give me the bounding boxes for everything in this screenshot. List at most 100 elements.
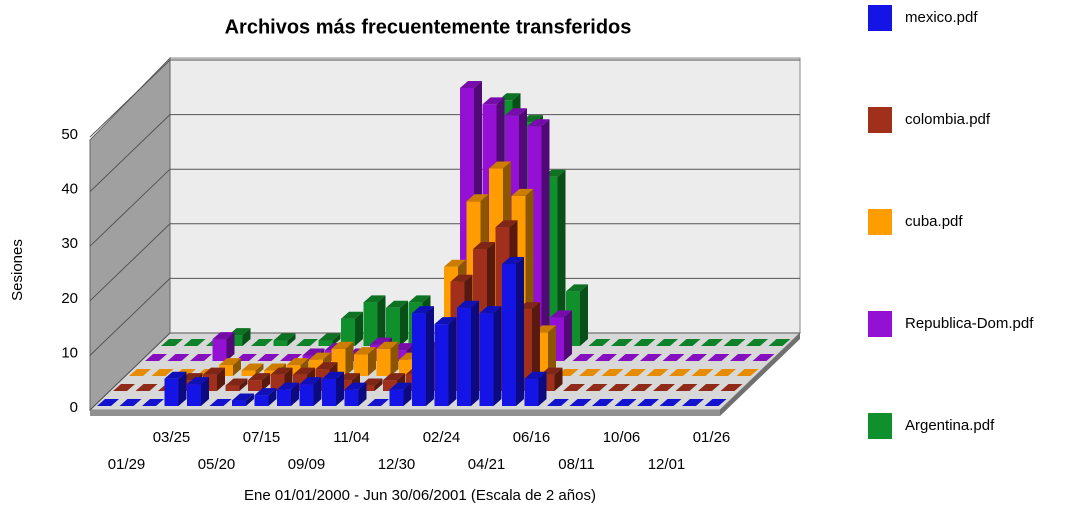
- bar-top: [678, 339, 701, 346]
- bar-top: [254, 388, 277, 396]
- bar-top: [367, 399, 389, 406]
- bar-top: [135, 384, 158, 391]
- bar: [376, 348, 391, 376]
- bar-top: [248, 373, 270, 381]
- bar-top: [296, 339, 318, 346]
- bar-top: [315, 362, 338, 370]
- bar-top: [408, 295, 431, 303]
- bar: [363, 302, 378, 346]
- bar: [389, 389, 404, 406]
- bar-top: [457, 300, 479, 308]
- bar-top: [656, 339, 678, 346]
- x-tick-label: 12/30: [378, 456, 416, 473]
- bar-top: [617, 354, 640, 361]
- bar-top: [354, 347, 376, 355]
- bar-top: [190, 354, 212, 361]
- bar: [228, 335, 243, 346]
- bar-side: [368, 347, 376, 376]
- bar-side: [355, 311, 363, 346]
- bar-top: [646, 369, 669, 376]
- bar: [360, 385, 375, 391]
- bar-side: [246, 393, 254, 406]
- bar: [434, 324, 449, 406]
- bar-top: [302, 348, 325, 356]
- bar-top: [203, 367, 225, 375]
- bar-top: [167, 354, 190, 361]
- bar-side: [336, 371, 344, 406]
- bar-top: [482, 97, 505, 105]
- legend-label: colombia.pdf: [905, 111, 991, 128]
- grid-line: [89, 277, 800, 356]
- bar-side: [178, 371, 187, 406]
- bar: [457, 307, 471, 406]
- y-tick-label: 50: [61, 126, 78, 143]
- bar-top: [572, 354, 595, 361]
- bar-side: [332, 333, 341, 346]
- bar-top: [675, 384, 698, 391]
- bar-top: [698, 384, 720, 391]
- x-tick-label: 01/26: [693, 429, 731, 446]
- bar-top: [714, 369, 736, 376]
- x-tick-label: 02/24: [423, 429, 461, 446]
- bar-top: [633, 339, 656, 346]
- bar: [383, 380, 397, 391]
- grid-line: [89, 114, 800, 192]
- bar: [322, 378, 336, 406]
- y-tick-label: 30: [61, 235, 78, 252]
- bar-top: [662, 354, 685, 361]
- grid-line: [89, 59, 800, 138]
- bar: [219, 365, 233, 376]
- bar-top: [270, 367, 293, 375]
- x-tick-label: 09/09: [288, 456, 326, 473]
- bar-top: [653, 384, 675, 391]
- bar-top: [363, 295, 386, 303]
- bar-top: [563, 384, 585, 391]
- bar: [479, 313, 494, 406]
- bar-side: [426, 306, 434, 406]
- bar-top: [640, 354, 662, 361]
- bar-top: [569, 399, 592, 406]
- x-tick-label: 01/29: [108, 456, 146, 473]
- bar-top: [370, 337, 392, 345]
- bar-top: [585, 384, 608, 391]
- bar-top: [164, 371, 187, 379]
- bar: [225, 385, 240, 391]
- bar-top: [280, 354, 302, 361]
- x-tick-label: 10/06: [603, 429, 641, 446]
- bar-top: [331, 341, 354, 349]
- bar-top: [466, 194, 489, 202]
- grid-line: [89, 168, 800, 247]
- bar: [241, 370, 256, 376]
- bar: [524, 378, 539, 406]
- bar-top: [566, 284, 588, 292]
- bar-top: [389, 382, 412, 390]
- bar-top: [752, 354, 775, 361]
- bar-top: [704, 399, 727, 406]
- x-tick-label: 06/16: [513, 429, 551, 446]
- bar: [412, 313, 426, 406]
- bar-side: [538, 371, 547, 406]
- bar-side: [358, 382, 367, 406]
- bar-top: [299, 377, 322, 385]
- y-tick-label: 10: [61, 344, 78, 361]
- bar-top: [723, 339, 746, 346]
- bar-top: [479, 306, 502, 314]
- bar-side: [493, 306, 502, 406]
- bar: [341, 318, 355, 346]
- bar-top: [309, 352, 331, 360]
- bar: [318, 340, 333, 346]
- bar-side: [548, 325, 556, 376]
- bar-side: [541, 119, 550, 361]
- bar: [386, 307, 400, 346]
- bar-top: [277, 382, 299, 390]
- bar-top: [524, 371, 547, 379]
- bar-side: [287, 333, 296, 346]
- bar-top: [434, 317, 457, 325]
- bar: [302, 355, 317, 361]
- bar-top: [322, 371, 344, 379]
- bar-top: [341, 311, 363, 319]
- bar: [354, 354, 368, 376]
- bar: [248, 380, 262, 391]
- bar: [254, 395, 269, 406]
- bar: [299, 384, 314, 406]
